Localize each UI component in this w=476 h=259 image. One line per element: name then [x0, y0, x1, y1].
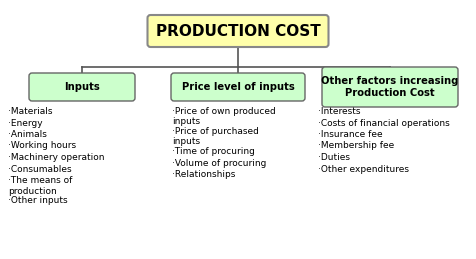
Text: ·Costs of financial operations: ·Costs of financial operations: [318, 119, 450, 127]
Text: Price level of inputs: Price level of inputs: [182, 82, 294, 92]
Text: inputs: inputs: [172, 118, 200, 126]
Text: Other factors increasing
Production Cost: Other factors increasing Production Cost: [321, 76, 459, 98]
FancyBboxPatch shape: [322, 67, 458, 107]
Text: ·Membership fee: ·Membership fee: [318, 141, 394, 150]
Text: ·Consumables: ·Consumables: [8, 164, 71, 174]
Text: ·Materials: ·Materials: [8, 107, 52, 116]
Text: ·The means of: ·The means of: [8, 176, 72, 185]
FancyBboxPatch shape: [148, 15, 328, 47]
Text: ·Price of own produced: ·Price of own produced: [172, 107, 276, 116]
Text: ·Animals: ·Animals: [8, 130, 47, 139]
Text: Inputs: Inputs: [64, 82, 100, 92]
Text: production: production: [8, 186, 57, 196]
FancyBboxPatch shape: [171, 73, 305, 101]
Text: ·Interests: ·Interests: [318, 107, 360, 116]
Text: ·Volume of procuring: ·Volume of procuring: [172, 159, 267, 168]
Text: ·Time of procuring: ·Time of procuring: [172, 147, 255, 156]
Text: ·Price of purchased: ·Price of purchased: [172, 127, 259, 136]
Text: ·Relationships: ·Relationships: [172, 170, 235, 179]
Text: ·Duties: ·Duties: [318, 153, 350, 162]
Text: inputs: inputs: [172, 138, 200, 147]
Text: ·Other inputs: ·Other inputs: [8, 196, 68, 205]
Text: ·Working hours: ·Working hours: [8, 141, 76, 150]
FancyBboxPatch shape: [29, 73, 135, 101]
Text: ·Other expenditures: ·Other expenditures: [318, 164, 409, 174]
Text: ·Machinery operation: ·Machinery operation: [8, 153, 105, 162]
Text: PRODUCTION COST: PRODUCTION COST: [156, 24, 320, 39]
Text: ·Energy: ·Energy: [8, 119, 43, 127]
Text: ·Insurance fee: ·Insurance fee: [318, 130, 383, 139]
